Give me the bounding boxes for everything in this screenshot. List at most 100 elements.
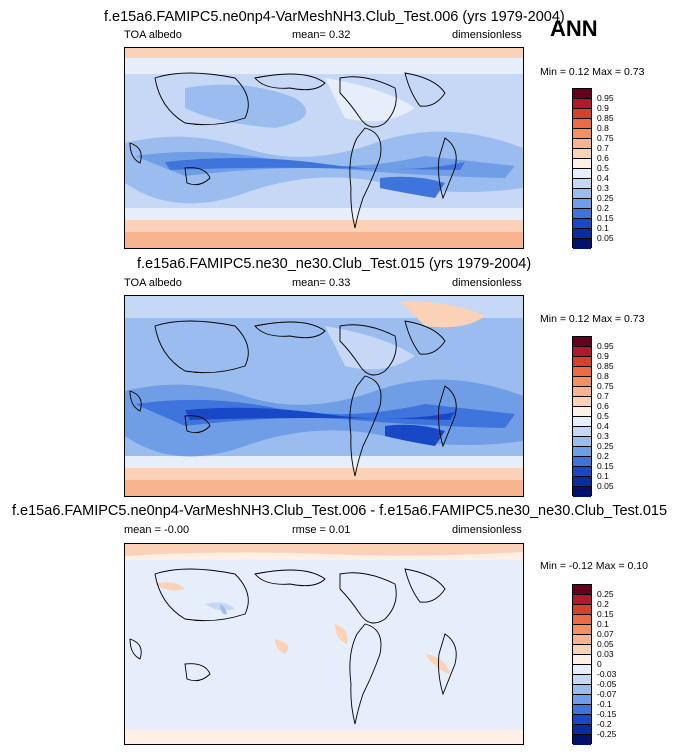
colorbar-swatch xyxy=(573,397,591,407)
colorbar-tick-label: 0.3 xyxy=(597,431,609,441)
colorbar-swatch xyxy=(573,169,591,179)
colorbar-tick-label: 0.4 xyxy=(597,173,609,183)
panel2-title: f.e15a6.FAMIPC5.ne30_ne30.Club_Test.015 … xyxy=(137,256,532,272)
colorbar-swatch xyxy=(573,427,591,437)
colorbar-tick-label: 0.3 xyxy=(597,183,609,193)
colorbar-tick-label: 0.9 xyxy=(597,103,609,113)
colorbar-swatch xyxy=(573,675,591,685)
colorbar-swatch xyxy=(573,149,591,159)
colorbar-swatch xyxy=(573,239,591,249)
colorbar-swatch xyxy=(573,357,591,367)
colorbar-swatch xyxy=(573,367,591,377)
panel1-map xyxy=(124,47,524,249)
colorbar-tick-label: 0.5 xyxy=(597,411,609,421)
panel2-minmax: Min = 0.12 Max = 0.73 xyxy=(540,313,645,325)
colorbar-tick-label: 0.85 xyxy=(597,361,614,371)
panel1-title: f.e15a6.FAMIPC5.ne0np4-VarMeshNH3.Club_T… xyxy=(104,9,565,25)
colorbar-swatch xyxy=(573,159,591,169)
colorbar-swatch xyxy=(573,89,591,99)
colorbar-tick-label: -0.03 xyxy=(597,669,617,679)
colorbar-swatch xyxy=(573,109,591,119)
colorbar-swatch xyxy=(573,477,591,487)
colorbar-tick-label: -0.05 xyxy=(597,679,617,689)
colorbar-swatch xyxy=(573,119,591,129)
panel2-variable-label: TOA albedo xyxy=(124,277,182,289)
colorbar-swatch xyxy=(573,189,591,199)
colorbar-swatch xyxy=(573,179,591,189)
colorbar-swatch xyxy=(573,219,591,229)
colorbar-tick-label: 0.5 xyxy=(597,163,609,173)
colorbar-tick-label: 0.2 xyxy=(597,599,609,609)
colorbar-swatch xyxy=(573,229,591,239)
panel3-title: f.e15a6.FAMIPC5.ne0np4-VarMeshNH3.Club_T… xyxy=(12,503,668,519)
colorbar-tick-label: 0.7 xyxy=(597,143,609,153)
colorbar-swatch xyxy=(573,635,591,645)
panel2-units: dimensionless xyxy=(452,277,522,289)
colorbar-tick-label: 0.1 xyxy=(597,471,609,481)
colorbar-tick-label: 0.25 xyxy=(597,193,614,203)
colorbar-swatch xyxy=(573,625,591,635)
colorbar-tick-label: 0.8 xyxy=(597,123,609,133)
colorbar-swatch xyxy=(573,387,591,397)
colorbar-swatch xyxy=(573,725,591,735)
colorbar-tick-label: 0.15 xyxy=(597,213,614,223)
panel2-mean: mean= 0.33 xyxy=(292,277,351,289)
colorbar-tick-label: -0.1 xyxy=(597,699,612,709)
panel1-mean: mean= 0.32 xyxy=(292,29,351,41)
colorbar-tick-label: 0.9 xyxy=(597,351,609,361)
colorbar-swatch xyxy=(573,735,591,745)
colorbar-swatch xyxy=(573,457,591,467)
panel2-map xyxy=(124,295,524,497)
colorbar-swatch xyxy=(573,417,591,427)
panel2-colorbar xyxy=(572,336,592,497)
colorbar-tick-label: 0.25 xyxy=(597,589,614,599)
colorbar-swatch xyxy=(573,585,591,595)
colorbar-tick-label: 0.8 xyxy=(597,371,609,381)
panel3-rmse: rmse = 0.01 xyxy=(292,524,351,536)
colorbar-tick-label: 0 xyxy=(597,659,602,669)
colorbar-tick-label: -0.15 xyxy=(597,709,617,719)
panel3-colorbar xyxy=(572,584,592,745)
colorbar-tick-label: -0.2 xyxy=(597,719,612,729)
colorbar-tick-label: 0.75 xyxy=(597,381,614,391)
colorbar-tick-label: 0.6 xyxy=(597,153,609,163)
colorbar-swatch xyxy=(573,615,591,625)
colorbar-swatch xyxy=(573,437,591,447)
colorbar-tick-label: 0.03 xyxy=(597,649,614,659)
colorbar-swatch xyxy=(573,715,591,725)
colorbar-tick-label: 0.15 xyxy=(597,461,614,471)
colorbar-swatch xyxy=(573,199,591,209)
colorbar-swatch xyxy=(573,685,591,695)
colorbar-swatch xyxy=(573,337,591,347)
colorbar-swatch xyxy=(573,407,591,417)
panel3-mean: mean = -0.00 xyxy=(124,524,190,536)
colorbar-tick-label: -0.07 xyxy=(597,689,617,699)
colorbar-tick-label: 0.1 xyxy=(597,619,609,629)
colorbar-tick-label: 0.25 xyxy=(597,441,614,451)
colorbar-swatch xyxy=(573,139,591,149)
colorbar-swatch xyxy=(573,645,591,655)
colorbar-swatch xyxy=(573,99,591,109)
colorbar-tick-label: 0.75 xyxy=(597,133,614,143)
colorbar-tick-label: 0.7 xyxy=(597,391,609,401)
colorbar-tick-label: 0.1 xyxy=(597,223,609,233)
colorbar-tick-label: 0.15 xyxy=(597,609,614,619)
panel3-map xyxy=(124,543,524,745)
colorbar-swatch xyxy=(573,695,591,705)
panel3-minmax: Min = -0.12 Max = 0.10 xyxy=(540,560,648,572)
colorbar-swatch xyxy=(573,705,591,715)
colorbar-swatch xyxy=(573,487,591,497)
colorbar-tick-label: 0.2 xyxy=(597,203,609,213)
colorbar-swatch xyxy=(573,605,591,615)
panel1-variable-label: TOA albedo xyxy=(124,29,182,41)
colorbar-swatch xyxy=(573,129,591,139)
colorbar-swatch xyxy=(573,209,591,219)
panel1-colorbar xyxy=(572,88,592,249)
colorbar-tick-label: 0.4 xyxy=(597,421,609,431)
colorbar-tick-label: 0.6 xyxy=(597,401,609,411)
panel1-units: dimensionless xyxy=(452,29,522,41)
colorbar-tick-label: -0.25 xyxy=(597,729,617,739)
panel3-units: dimensionless xyxy=(452,524,522,536)
colorbar-swatch xyxy=(573,655,591,665)
panel1-minmax: Min = 0.12 Max = 0.73 xyxy=(540,66,645,78)
